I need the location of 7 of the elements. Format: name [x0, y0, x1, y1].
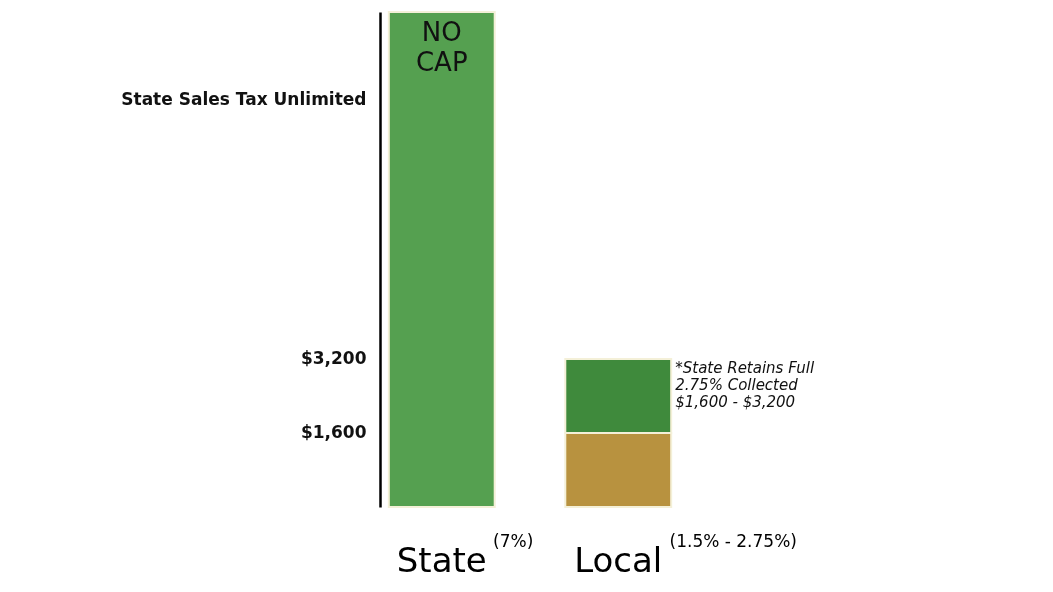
- y-tick-label: $1,600: [300, 422, 367, 443]
- bar: [387, 11, 496, 508]
- y-tick-label: State Sales Tax Unlimited: [121, 89, 367, 110]
- y-tick-label: $3,200: [300, 348, 367, 369]
- category-label: Local(1.5% - 2.75%): [574, 531, 797, 580]
- annotation: NO CAP: [415, 17, 468, 77]
- annotation: *State Retains Full 2.75% Collected $1,600 - $3,200: [675, 358, 815, 411]
